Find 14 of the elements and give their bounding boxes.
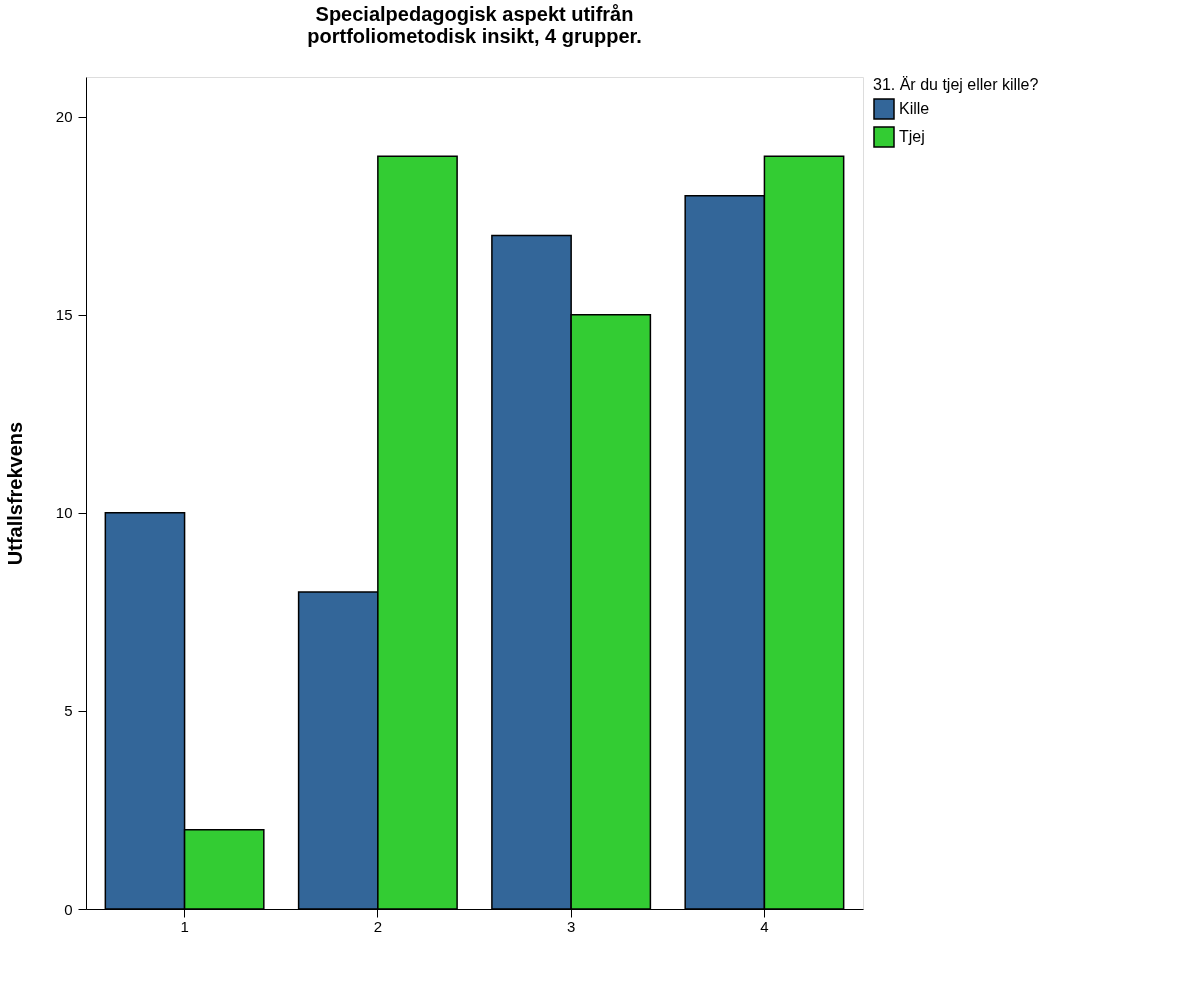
y-tick-label: 10 [55, 504, 73, 522]
y-axis-title: Utfallsfrekvens [3, 421, 26, 566]
legend-label: Tjej [899, 128, 925, 145]
chart-title: Specialpedagogisk aspekt utifrån portfoliometodisk insikt, 4 grupper. [307, 3, 642, 47]
y-tick-label: 15 [55, 306, 73, 324]
x-tick-label: 4 [760, 917, 769, 935]
y-tick-label: 0 [64, 900, 73, 918]
y-tick-label: 5 [64, 702, 73, 720]
legend-title: 31. Är du tjej eller kille? [873, 76, 1039, 93]
x-tick-label: 2 [373, 917, 383, 935]
x-tick-label: 3 [566, 917, 576, 935]
x-tick-label: 1 [180, 917, 189, 935]
y-tick-label: 20 [55, 108, 73, 126]
legend-label: Kille [899, 100, 930, 117]
